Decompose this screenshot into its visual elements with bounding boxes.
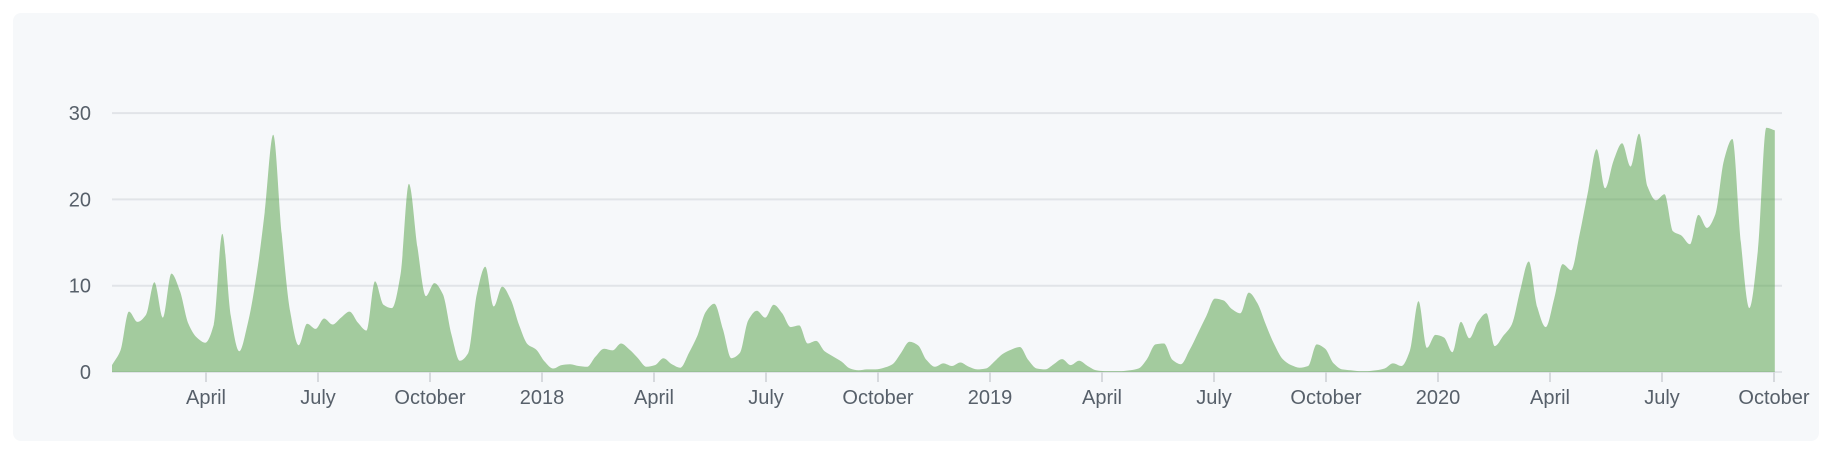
y-axis-label: 0 [80,362,91,384]
x-axis-label: July [300,387,336,409]
x-axis-label: April [1530,387,1570,409]
y-axis-label: 10 [69,276,91,298]
x-axis-label: 2019 [968,387,1013,409]
x-axis-label: October [394,387,465,409]
x-axis-label: October [1738,387,1809,409]
x-axis-label: April [1082,387,1122,409]
y-axis-label: 20 [69,189,91,211]
x-axis-label: July [748,387,784,409]
x-axis-label: October [1290,387,1361,409]
x-axis-label: July [1196,387,1232,409]
x-axis-label: April [634,387,674,409]
x-axis-label: 2018 [520,387,565,409]
x-axis: April July October 2018 April July October 2019… [186,372,1810,409]
x-axis-label: April [186,387,226,409]
y-axis-label: 30 [69,103,91,125]
area-series [112,127,1775,372]
x-axis-label: July [1644,387,1680,409]
x-axis-label: October [842,387,913,409]
y-axis: 0 10 20 30 [69,103,91,384]
x-axis-label: 2020 [1416,387,1461,409]
